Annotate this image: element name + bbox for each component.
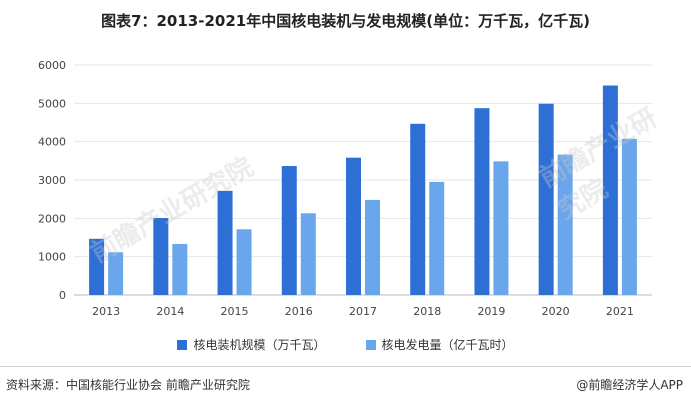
y-tick-label: 1000: [38, 251, 66, 264]
y-tick-label: 2000: [38, 212, 66, 225]
bar-series1: [410, 123, 426, 295]
bar-series1: [89, 238, 105, 295]
y-axis: 0 1000 2000 3000 4000 5000 6000: [38, 59, 66, 302]
divider: [0, 366, 691, 367]
y-tick-label: 3000: [38, 174, 66, 187]
bar-series1: [474, 108, 490, 295]
x-tick-label: 2013: [92, 305, 120, 318]
bar-series2: [108, 252, 124, 295]
x-tick-label: 2019: [477, 305, 505, 318]
y-tick-label: 4000: [38, 136, 66, 149]
legend-swatch: [365, 339, 376, 350]
legend-label: 核电装机规模（万千瓦）: [193, 338, 326, 352]
bar-series1: [602, 85, 618, 295]
bars: [89, 85, 637, 295]
bar-series2: [300, 213, 316, 295]
x-axis: 2013 2014 2015 2016 2017 2018 2019 2020 2021: [92, 305, 634, 318]
bar-series1: [538, 103, 554, 295]
bar-series1: [217, 190, 233, 295]
bar-series2: [172, 243, 188, 295]
x-tick-label: 2017: [349, 305, 377, 318]
y-tick-label: 6000: [38, 59, 66, 72]
bar-series1: [153, 218, 169, 295]
x-tick-label: 2021: [606, 305, 634, 318]
bar-series2: [429, 181, 445, 295]
bar-series1: [346, 157, 361, 295]
x-tick-label: 2020: [542, 305, 570, 318]
legend-label: 核电发电量（亿千瓦时）: [381, 338, 514, 352]
grid-lines: [74, 64, 652, 296]
legend-swatch: [177, 339, 188, 350]
x-tick-label: 2014: [156, 305, 184, 318]
source-text: 资料来源：中国核能行业协会 前瞻产业研究院: [6, 378, 250, 392]
x-tick-label: 2015: [221, 305, 249, 318]
legend-item-series2: 核电发电量（亿千瓦时）: [365, 336, 514, 353]
x-tick-label: 2018: [413, 305, 441, 318]
brand-text: @前瞻经济学人APP: [576, 378, 683, 392]
bar-series2: [557, 154, 573, 295]
bar-series1: [281, 166, 297, 295]
bar-series2: [365, 199, 380, 295]
bar-series2: [621, 138, 637, 295]
bar-series2: [493, 161, 509, 295]
legend: 核电装机规模（万千瓦） 核电发电量（亿千瓦时）: [0, 336, 691, 353]
bar-series2: [236, 229, 252, 295]
x-tick-label: 2016: [285, 305, 313, 318]
chart-title: 图表7：2013-2021年中国核电装机与发电规模(单位：万千瓦，亿千瓦): [101, 12, 590, 30]
y-tick-label: 5000: [38, 97, 66, 110]
legend-item-series1: 核电装机规模（万千瓦）: [177, 336, 326, 353]
y-tick-label: 0: [59, 289, 66, 302]
